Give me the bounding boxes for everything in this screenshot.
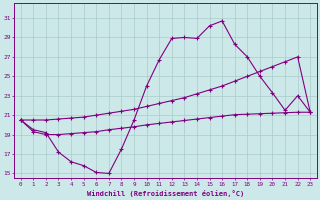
X-axis label: Windchill (Refroidissement éolien,°C): Windchill (Refroidissement éolien,°C) xyxy=(87,190,244,197)
